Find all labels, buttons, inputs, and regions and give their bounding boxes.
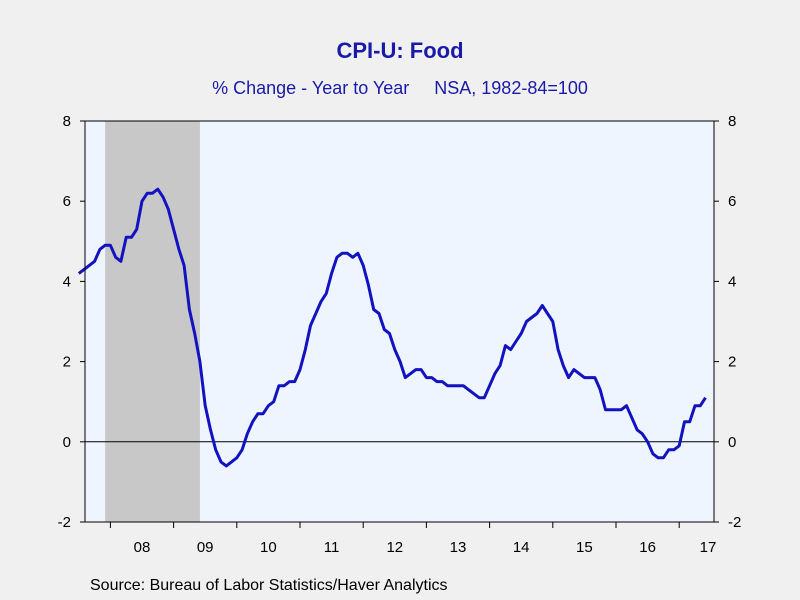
x-tick-label: 15 — [576, 539, 593, 556]
x-tick-label: 10 — [260, 539, 277, 556]
y-tick-label-right: 8 — [728, 113, 736, 130]
x-tick-label: 17 — [700, 539, 717, 556]
y-tick-label-right: -2 — [728, 514, 741, 531]
chart-title: CPI-U: Food — [336, 38, 464, 63]
x-tick-label: 09 — [197, 539, 214, 556]
y-tick-label-right: 4 — [728, 273, 736, 290]
y-tick-label-right: 6 — [728, 193, 736, 210]
y-tick-label-left: 2 — [63, 354, 71, 371]
plot-frame — [84, 120, 715, 523]
y-tick-label-right: 2 — [728, 354, 736, 371]
chart-subtitle: % Change - Year to Year NSA, 1982-84=100 — [212, 78, 588, 98]
x-tick-label: 08 — [134, 539, 151, 556]
y-tick-label-left: 8 — [63, 113, 71, 130]
source-note: Source: Bureau of Labor Statistics/Haver… — [90, 577, 448, 594]
x-tick-label: 12 — [386, 539, 403, 556]
y-tick-label-left: -2 — [58, 514, 71, 531]
y-tick-label-left: 6 — [63, 193, 71, 210]
x-tick-label: 16 — [639, 539, 656, 556]
recession-band — [105, 121, 200, 522]
y-tick-label-left: 4 — [63, 273, 71, 290]
y-tick-label-right: 0 — [728, 434, 736, 451]
series-line — [77, 187, 707, 468]
y-tick-label-left: 0 — [63, 434, 71, 451]
x-tick-label: 11 — [324, 539, 340, 556]
x-tick-label: 13 — [450, 539, 467, 556]
x-tick-label: 14 — [513, 539, 530, 556]
